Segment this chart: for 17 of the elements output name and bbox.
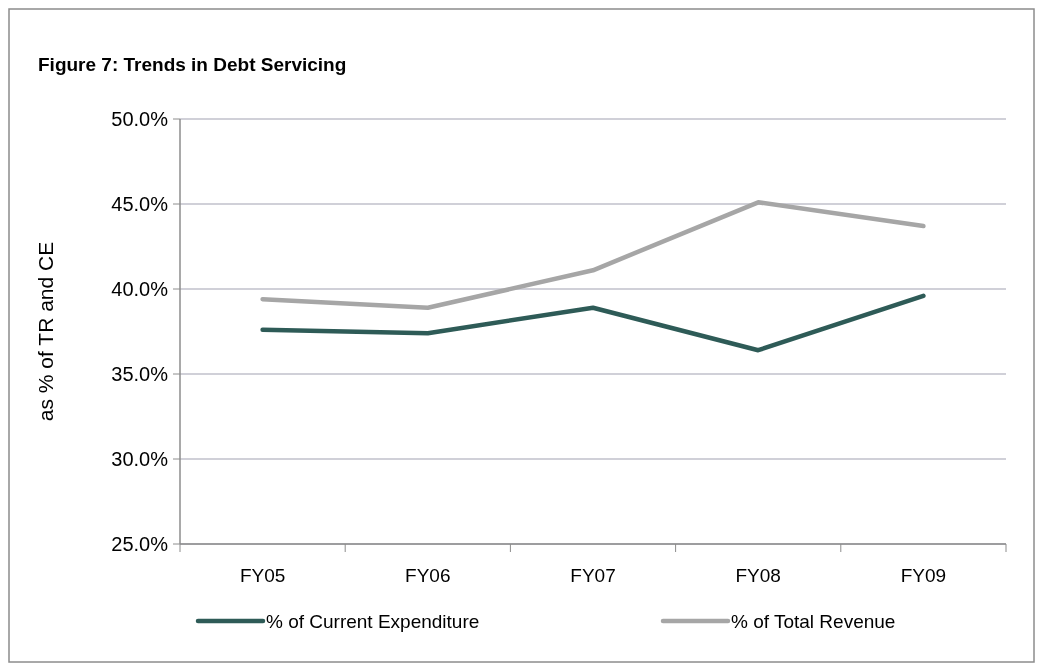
x-tick-label: FY05 — [239, 565, 286, 586]
x-tick-label: FY07 — [570, 565, 616, 586]
line-series — [260, 293, 926, 353]
y-tick-label: 45.0% — [111, 193, 169, 215]
line-series — [260, 200, 926, 310]
y-tick-label: 50.0% — [111, 108, 169, 130]
x-tick-label: FY06 — [405, 565, 451, 586]
legend-label: % of Total Revenue — [731, 611, 896, 632]
y-tick-label: 40.0% — [111, 278, 169, 300]
y-tick-label: 30.0% — [111, 448, 169, 470]
x-tick-label: FY09 — [900, 565, 947, 586]
chart-title: Figure 7: Trends in Debt Servicing — [38, 54, 347, 75]
y-tick-label: 25.0% — [111, 533, 169, 555]
y-tick-label: 35.0% — [111, 363, 169, 385]
x-tick-label: FY08 — [735, 565, 781, 586]
y-axis-title: as % of TR and CE — [34, 241, 58, 422]
legend-label: % of Current Expenditure — [266, 611, 480, 632]
